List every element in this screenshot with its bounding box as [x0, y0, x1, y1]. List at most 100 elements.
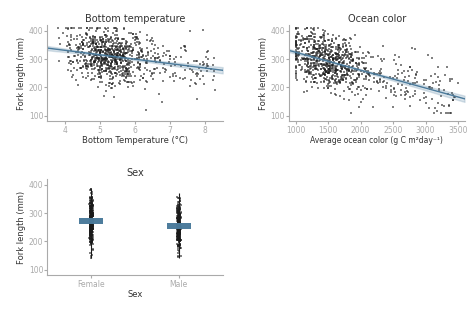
Point — [98, 44, 106, 49]
Point — [174, 200, 182, 205]
Point — [309, 84, 316, 89]
Point — [342, 49, 350, 54]
Point — [428, 85, 436, 90]
Point — [88, 223, 96, 228]
Point — [338, 66, 346, 71]
Point — [125, 65, 133, 70]
Point — [175, 232, 182, 237]
Point — [87, 236, 94, 241]
Point — [96, 64, 103, 69]
Point — [302, 79, 310, 84]
Point — [88, 218, 96, 223]
Point — [124, 80, 132, 85]
Point — [362, 74, 370, 79]
Point — [89, 226, 96, 231]
Point — [310, 45, 318, 50]
Point — [292, 27, 300, 32]
Point — [147, 38, 155, 43]
Point — [86, 229, 94, 234]
Point — [110, 50, 118, 55]
Point — [320, 78, 328, 83]
Point — [89, 199, 96, 204]
Point — [88, 252, 96, 257]
Point — [176, 228, 184, 233]
Point — [175, 210, 182, 215]
Point — [74, 50, 82, 55]
Point — [86, 44, 93, 49]
Point — [345, 54, 352, 59]
Point — [87, 213, 94, 218]
Point — [99, 56, 106, 61]
Point — [175, 213, 182, 218]
Point — [117, 49, 124, 54]
Point — [363, 86, 371, 91]
Point — [176, 223, 184, 228]
Point — [321, 38, 329, 44]
Point — [305, 52, 313, 57]
Point — [88, 223, 95, 228]
Point — [174, 222, 182, 227]
Point — [337, 64, 345, 69]
Point — [349, 81, 357, 86]
Point — [117, 40, 124, 45]
Point — [292, 43, 300, 48]
Point — [88, 211, 95, 216]
Point — [327, 65, 334, 70]
Point — [175, 228, 182, 233]
Point — [123, 74, 130, 79]
Point — [306, 64, 313, 69]
Point — [119, 37, 127, 42]
Point — [83, 66, 91, 71]
Point — [104, 36, 112, 41]
Point — [445, 91, 452, 96]
Point — [326, 43, 333, 48]
Point — [174, 218, 182, 223]
Point — [175, 230, 182, 235]
Point — [89, 213, 96, 218]
Point — [89, 203, 96, 208]
Point — [117, 79, 124, 84]
Point — [454, 81, 461, 86]
Point — [90, 49, 98, 54]
Point — [88, 221, 96, 226]
Point — [128, 80, 136, 85]
Point — [176, 225, 183, 230]
Point — [345, 73, 352, 78]
Point — [106, 53, 114, 58]
Point — [174, 228, 182, 233]
Point — [322, 45, 330, 50]
Point — [337, 46, 345, 51]
Point — [89, 226, 97, 231]
Point — [175, 224, 183, 229]
Point — [87, 77, 95, 82]
Point — [87, 208, 94, 213]
Point — [87, 59, 95, 64]
Point — [333, 71, 341, 76]
Point — [95, 59, 103, 64]
Point — [86, 227, 93, 232]
Point — [91, 39, 99, 44]
Point — [87, 208, 94, 213]
Point — [176, 225, 183, 230]
Point — [313, 47, 321, 52]
Point — [347, 51, 355, 56]
Point — [307, 60, 315, 65]
Point — [176, 227, 183, 232]
Point — [335, 79, 343, 84]
Point — [173, 227, 181, 232]
Point — [310, 45, 317, 50]
Point — [325, 69, 333, 74]
Point — [80, 43, 87, 48]
Point — [329, 52, 337, 57]
Point — [106, 52, 113, 57]
Point — [175, 208, 182, 213]
Point — [176, 213, 183, 218]
Point — [87, 218, 94, 223]
Point — [175, 223, 183, 228]
Point — [341, 64, 348, 69]
Point — [86, 234, 94, 239]
Point — [316, 43, 323, 48]
Point — [331, 91, 338, 96]
Point — [115, 57, 122, 62]
Point — [104, 56, 111, 61]
